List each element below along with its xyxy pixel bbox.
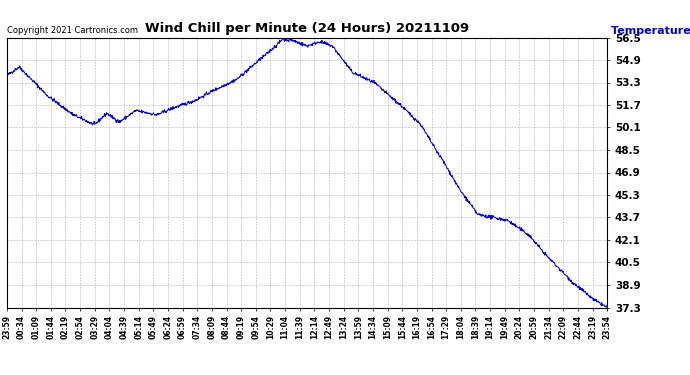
Text: Temperature  (°F): Temperature (°F) <box>611 26 690 36</box>
Title: Wind Chill per Minute (24 Hours) 20211109: Wind Chill per Minute (24 Hours) 2021110… <box>145 22 469 35</box>
Text: Copyright 2021 Cartronics.com: Copyright 2021 Cartronics.com <box>7 26 138 35</box>
